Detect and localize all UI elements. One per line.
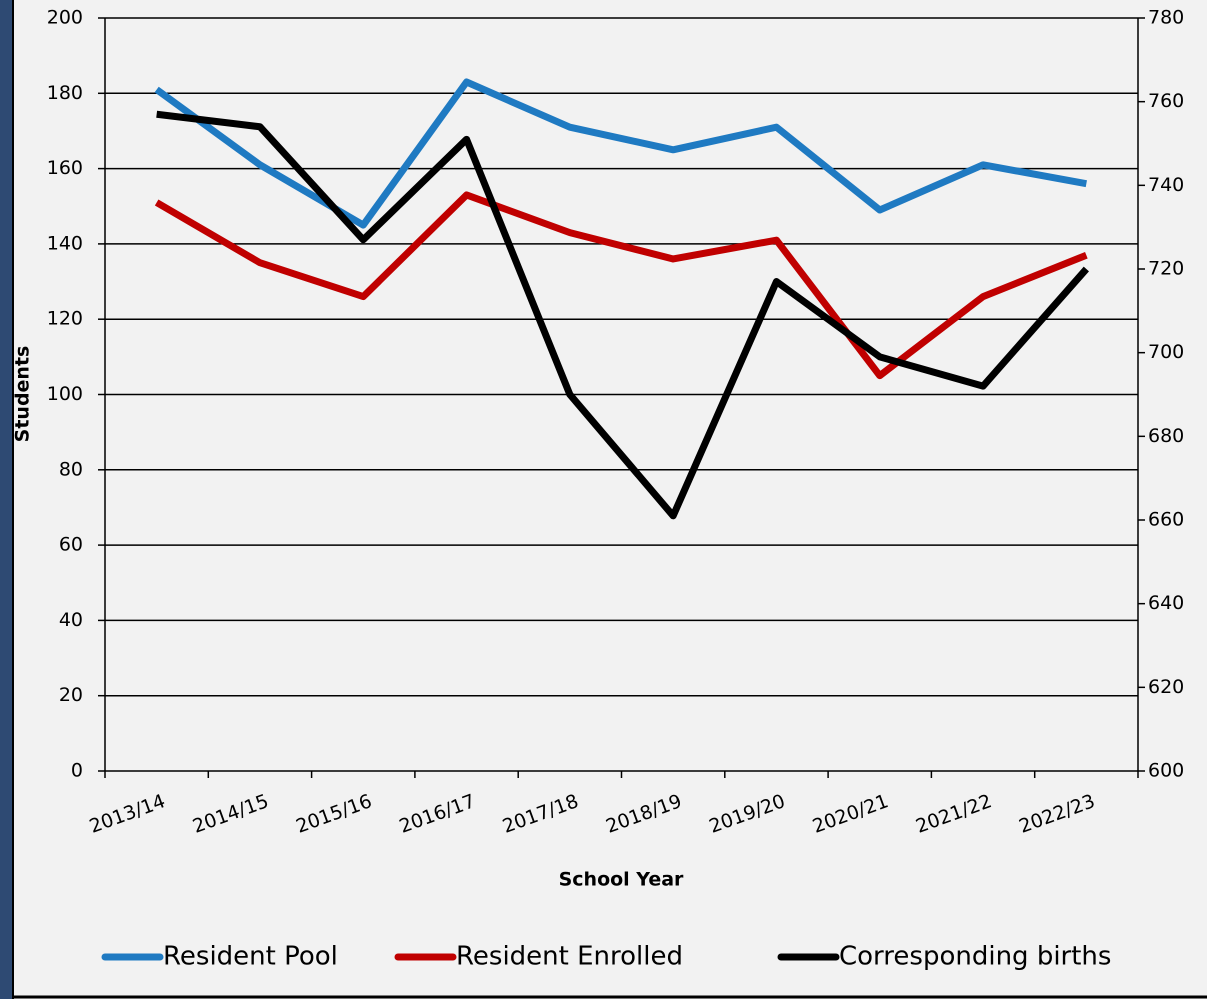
legend-label: Resident Pool xyxy=(163,942,338,972)
y2-tick-label: 780 xyxy=(1148,7,1184,29)
y-tick-label: 0 xyxy=(71,760,83,782)
y-tick-label: 140 xyxy=(47,232,83,254)
legend-label: Corresponding births xyxy=(839,942,1111,972)
y-tick-label: 160 xyxy=(47,157,83,179)
y2-tick-label: 740 xyxy=(1148,174,1184,196)
y-tick-label: 120 xyxy=(47,308,83,330)
y2-tick-label: 680 xyxy=(1148,425,1184,447)
y-tick-label: 60 xyxy=(59,534,83,556)
y2-tick-label: 600 xyxy=(1148,760,1184,782)
y2-tick-label: 620 xyxy=(1148,676,1184,698)
y-tick-label: 180 xyxy=(47,82,83,104)
y-tick-label: 80 xyxy=(59,458,83,480)
y2-tick-label: 660 xyxy=(1148,509,1184,531)
y2-tick-label: 760 xyxy=(1148,90,1184,112)
y2-tick-label: 640 xyxy=(1148,592,1184,614)
series-line xyxy=(154,78,1087,229)
x-axis-title: School Year xyxy=(559,869,684,891)
y2-tick-label: 700 xyxy=(1148,341,1184,363)
series-line xyxy=(156,110,1089,520)
y-tick-label: 40 xyxy=(59,609,83,631)
y-tick-label: 100 xyxy=(47,383,83,405)
y2-tick-label: 720 xyxy=(1148,258,1184,280)
y-axis-title: Students xyxy=(12,346,34,443)
side-strip xyxy=(0,0,12,999)
y-tick-label: 20 xyxy=(59,684,83,706)
legend-label: Resident Enrolled xyxy=(456,942,683,972)
y-tick-label: 200 xyxy=(47,7,83,29)
series-line xyxy=(154,191,1088,380)
